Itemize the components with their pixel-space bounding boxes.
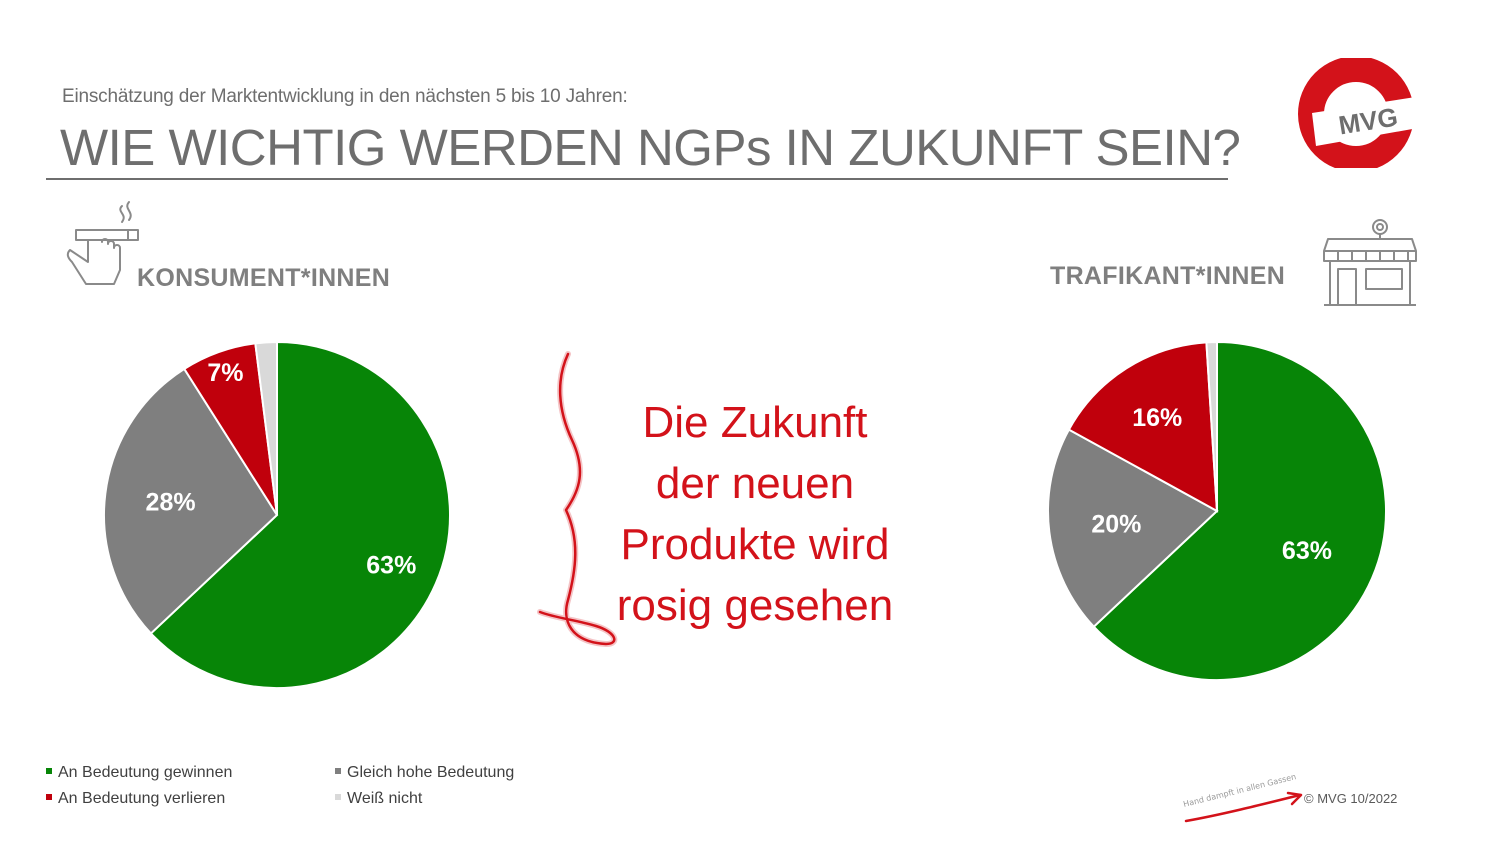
legend-swatch	[335, 794, 341, 800]
slice-lose	[1067, 341, 1219, 513]
legend-swatch	[46, 794, 52, 800]
data-label: 20%	[1091, 511, 1141, 539]
slice-same	[1047, 428, 1219, 629]
legend-item: An Bedeutung gewinnen	[46, 764, 232, 782]
retailer-group-label: TRAFIKANT*INNEN	[1050, 262, 1286, 290]
slice-same	[103, 367, 279, 635]
legend-item: Weiß nicht	[335, 790, 422, 808]
handwriting-text: Hand dampft in allen Gassen	[1182, 772, 1297, 809]
mvg-logo: MVG	[1298, 58, 1422, 168]
copyright-credit: © MVG 10/2022	[1304, 791, 1398, 806]
slice-gain	[1092, 340, 1387, 681]
data-label: 28%	[146, 489, 196, 517]
pie-chart-consumer: 63% 28% 7%	[103, 340, 451, 689]
legend-swatch	[335, 768, 341, 774]
callout-line: der neuen	[655, 459, 855, 508]
data-label: 63%	[1282, 537, 1332, 565]
legend-item: An Bedeutung verlieren	[46, 790, 225, 808]
brace-decoration	[537, 351, 618, 647]
callout-text: Die Zukunft der neuen Produkte wird rosi…	[590, 392, 920, 636]
callout-line: Die Zukunft	[642, 398, 868, 447]
legend-label: Weiß nicht	[347, 790, 423, 807]
title-underline	[46, 178, 1228, 180]
consumer-group-label: KONSUMENT*INNEN	[137, 264, 391, 292]
slice-gain	[149, 340, 451, 689]
legend-label: Gleich hohe Bedeutung	[347, 764, 515, 781]
legend-label: An Bedeutung verlieren	[58, 790, 226, 807]
data-label: 63%	[366, 551, 416, 579]
callout-line: Produkte wird	[620, 520, 890, 569]
pie-chart-retailer: 63% 20% 16%	[1047, 340, 1387, 681]
page-title: WIE WICHTIG WERDEN NGPs IN ZUKUNFT SEIN?	[60, 119, 1241, 176]
data-label: 16%	[1132, 404, 1182, 432]
legend-swatch	[46, 768, 52, 774]
slice-unknown	[1205, 340, 1218, 512]
legend-item: Gleich hohe Bedeutung	[335, 764, 514, 782]
data-label: 7%	[207, 359, 243, 387]
handwriting-arrow: Hand dampft in allen Gassen	[1182, 772, 1303, 823]
shop-icon	[1323, 219, 1417, 306]
cigarette-hand-icon	[66, 201, 139, 285]
legend-label: An Bedeutung gewinnen	[58, 764, 233, 781]
callout-line: rosig gesehen	[616, 581, 894, 630]
slice-unknown	[254, 340, 278, 516]
subtitle: Einschätzung der Marktentwicklung in den…	[62, 86, 628, 107]
